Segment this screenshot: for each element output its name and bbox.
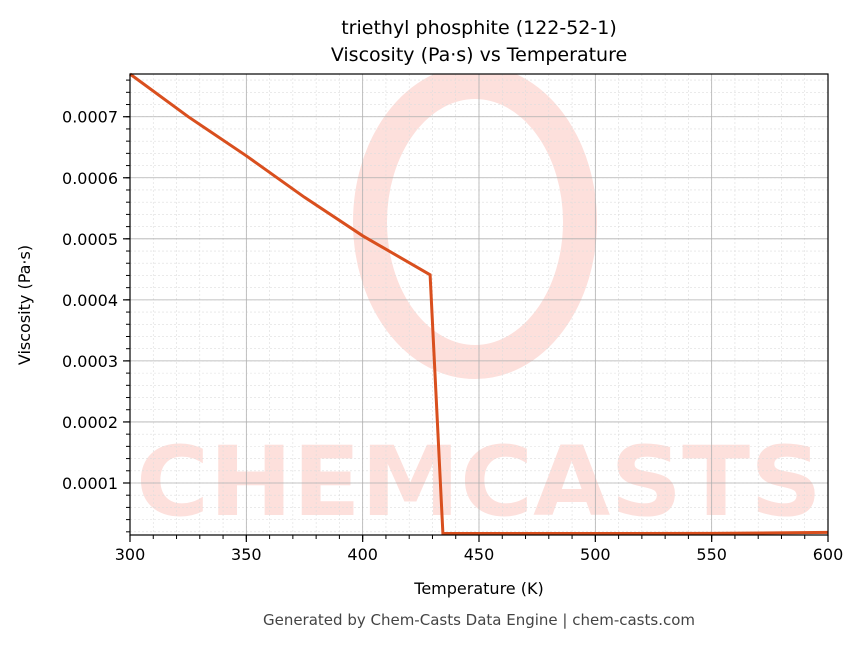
y-axis-label: Viscosity (Pa·s) bbox=[15, 245, 34, 365]
footer-credit: Generated by Chem-Casts Data Engine | ch… bbox=[263, 611, 695, 629]
chart-subtitle: Viscosity (Pa·s) vs Temperature bbox=[331, 44, 627, 66]
y-tick-label: 0.0006 bbox=[62, 169, 118, 188]
x-tick-label: 300 bbox=[115, 545, 146, 564]
series-layer bbox=[129, 72, 829, 535]
y-tick-label: 0.0005 bbox=[62, 230, 118, 249]
y-tick-label: 0.0002 bbox=[62, 413, 118, 432]
y-axis: 0.0001 0.0002 0.0003 0.0004 0.0005 0.0006 0.00… bbox=[62, 79, 130, 533]
y-tick-label: 0.0003 bbox=[62, 352, 118, 371]
series-line bbox=[129, 72, 829, 535]
x-tick-label: 450 bbox=[464, 545, 495, 564]
x-tick-label: 350 bbox=[231, 545, 262, 564]
x-tick-label: 400 bbox=[347, 545, 378, 564]
x-axis: 300 350 400 450 500 550 600 bbox=[115, 535, 844, 564]
x-tick-label: 550 bbox=[696, 545, 727, 564]
major-grid bbox=[129, 74, 829, 535]
x-axis-label: Temperature (K) bbox=[413, 579, 543, 598]
chart-title: triethyl phosphite (122-52-1) bbox=[341, 17, 617, 39]
y-tick-label: 0.0004 bbox=[62, 291, 118, 310]
x-tick-label: 600 bbox=[813, 545, 844, 564]
watermark-ring bbox=[353, 74, 597, 379]
y-tick-label: 0.0001 bbox=[62, 474, 118, 493]
x-tick-label: 500 bbox=[580, 545, 611, 564]
y-tick-label: 0.0007 bbox=[62, 108, 118, 127]
